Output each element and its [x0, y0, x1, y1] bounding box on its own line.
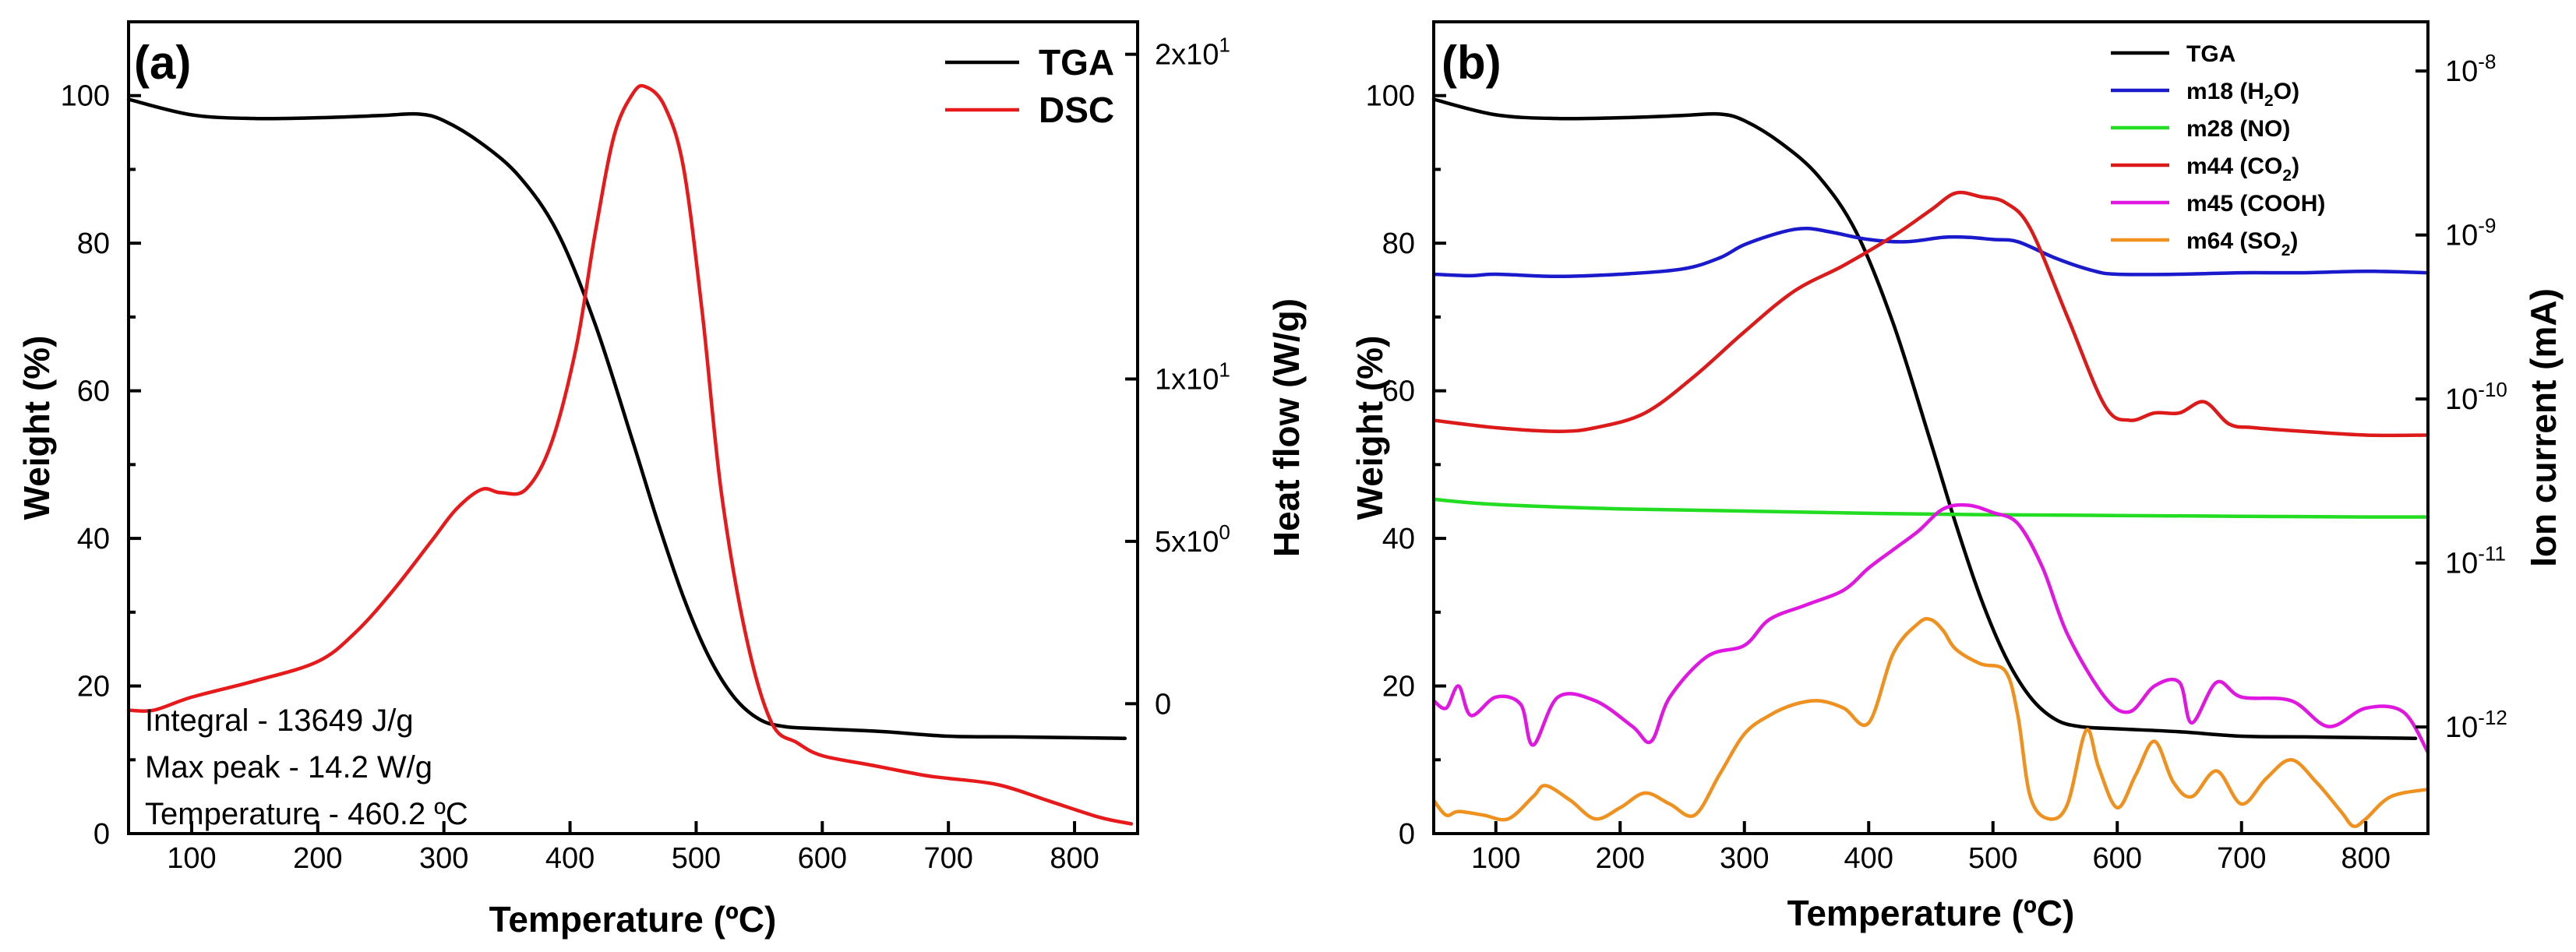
panel-a-x-tick-label: 400 — [545, 842, 595, 875]
panel-a-x-tick-label: 600 — [798, 842, 847, 875]
panel-a-legend: TGA DSC — [945, 42, 1114, 130]
panel-b-y-tick-label: 40 — [1382, 523, 1415, 555]
panel-b-line-tga — [1431, 97, 2418, 741]
panel-b-legend-label-m64-so2: m64 (SO2) — [2186, 228, 2298, 259]
panel-a-x-tick-label: 200 — [293, 842, 342, 875]
panel-a-x-tick-label: 700 — [923, 842, 972, 875]
panel-a-x-tick-label: 500 — [672, 842, 721, 875]
panel-b-y-tick-label: 60 — [1382, 376, 1415, 408]
panel-b-legend: TGA m18 (H2O) m28 (NO) m44 (CO2) m45 (COOH) m… — [2111, 41, 2325, 259]
panel-b-y-tick-label: 20 — [1382, 671, 1415, 703]
panel-a-y-tick-label: 100 — [61, 80, 110, 113]
panel-a-y2-tick-label: 0 — [1155, 688, 1171, 721]
panel-a-legend-label-dsc: DSC — [1039, 90, 1114, 130]
panel-b-x-tick-label: 200 — [1596, 842, 1645, 875]
panel-b-legend-label-m28-no: m28 (NO) — [2186, 116, 2290, 142]
panel-a-y-tick-label: 40 — [77, 523, 110, 555]
panel-a-label: (a) — [134, 37, 191, 89]
panel-a-x-axis-title: Temperature (ºC) — [489, 899, 777, 940]
panel-b-y2-axis-title: Ion current (mA) — [2523, 288, 2564, 567]
panel-a-y2-axis-title: Heat flow (W/g) — [1266, 298, 1307, 557]
panel-b-y-tick-label: 0 — [1399, 818, 1415, 851]
panel-b-y-tick-label: 100 — [1366, 80, 1415, 113]
panel-b-x-tick-label: 100 — [1471, 842, 1520, 875]
panel-a-annotation-temperature: Temperature - 460.2 ºC — [145, 797, 468, 831]
panel-b-label: (b) — [1442, 37, 1501, 89]
panel-b-x-axis-title: Temperature (ºC) — [1787, 893, 2075, 933]
panel-a-line-tga — [126, 97, 1127, 741]
panel-a-y-tick-label: 60 — [77, 376, 110, 408]
panel-b-y2-tick-label: 10-9 — [2445, 214, 2496, 252]
panel-a-y-ticks: 0 20 40 60 80 100 — [61, 80, 141, 851]
panel-b-line-m44-co2 — [1431, 190, 2430, 438]
panel-b-y-axis-title: Weight (%) — [1350, 336, 1390, 520]
panel-a-x-tick-label: 100 — [167, 842, 216, 875]
panel-b-legend-label-tga: TGA — [2186, 41, 2235, 67]
panel-a-legend-label-tga: TGA — [1039, 42, 1114, 83]
panel-a-line-dsc — [126, 83, 1134, 826]
panel-b-y-tick-label: 80 — [1382, 227, 1415, 260]
panel-a-annotations: Integral - 13649 J/g Max peak - 14.2 W/g… — [145, 703, 468, 831]
panel-b-series — [1431, 97, 2430, 829]
panel-a-x-tick-label: 300 — [419, 842, 468, 875]
panel-b-x-tick-label: 300 — [1720, 842, 1769, 875]
panel-b-x-tick-label: 500 — [1968, 842, 2017, 875]
panel-b-x-tick-label: 700 — [2217, 842, 2266, 875]
panel-a-y-axis-title: Weight (%) — [16, 336, 57, 520]
panel-b-line-m64-so2 — [1431, 616, 2430, 829]
panel-a-y-tick-label: 0 — [94, 818, 110, 851]
panel-b-legend-label-m45-cooh: m45 (COOH) — [2186, 191, 2325, 217]
panel-b: 100 200 300 400 500 600 700 800 0 20 40 60 80 100 10… — [1350, 20, 2564, 933]
panel-a-x-tick-label: 800 — [1050, 842, 1099, 875]
panel-b-y2-ticks: 10-12 10-11 10-10 10-9 10-8 — [2415, 50, 2507, 744]
panel-b-legend-label-m18-h2o: m18 (H2O) — [2186, 79, 2299, 110]
panel-b-y-ticks: 0 20 40 60 80 100 — [1366, 80, 1446, 851]
panel-b-y2-tick-label: 10-12 — [2445, 706, 2507, 744]
panel-a-y-tick-label: 80 — [77, 227, 110, 260]
panel-b-legend-label-m44-co2: m44 (CO2) — [2186, 153, 2299, 185]
panel-b-plot-frame — [1432, 20, 2430, 835]
panel-a-y-tick-label: 20 — [77, 671, 110, 703]
panel-a-x-ticks: 100 200 300 400 500 600 700 800 — [167, 821, 1099, 875]
panel-a-y2-ticks: 0 5x100 1x101 2x101 — [1125, 33, 1230, 721]
panel-b-x-tick-label: 800 — [2341, 842, 2391, 875]
panel-a-series — [126, 83, 1134, 826]
panel-b-y2-tick-label: 10-8 — [2445, 50, 2496, 88]
panel-b-x-tick-label: 600 — [2093, 842, 2142, 875]
panel-a: 100 200 300 400 500 600 700 800 0 20 40 60 80 100 0 5… — [16, 20, 1307, 940]
panel-a-y2-tick-label: 5x100 — [1155, 520, 1230, 559]
panel-b-y2-tick-label: 10-11 — [2445, 542, 2506, 580]
panel-a-annotation-integral: Integral - 13649 J/g — [145, 703, 414, 738]
panel-a-plot-frame — [127, 20, 1139, 835]
panel-a-annotation-max-peak: Max peak - 14.2 W/g — [145, 750, 432, 785]
panel-b-line-m45-cooh — [1431, 502, 2430, 755]
panel-b-line-m18-h2o — [1431, 226, 2430, 279]
panel-a-y2-tick-label: 2x101 — [1155, 33, 1230, 72]
panel-b-line-m28-no — [1431, 497, 2430, 519]
panel-a-y2-tick-label: 1x101 — [1155, 358, 1230, 396]
panel-b-x-ticks: 100 200 300 400 500 600 700 800 — [1471, 821, 2391, 875]
panel-b-x-tick-label: 400 — [1844, 842, 1893, 875]
panel-b-y2-tick-label: 10-10 — [2445, 378, 2507, 416]
